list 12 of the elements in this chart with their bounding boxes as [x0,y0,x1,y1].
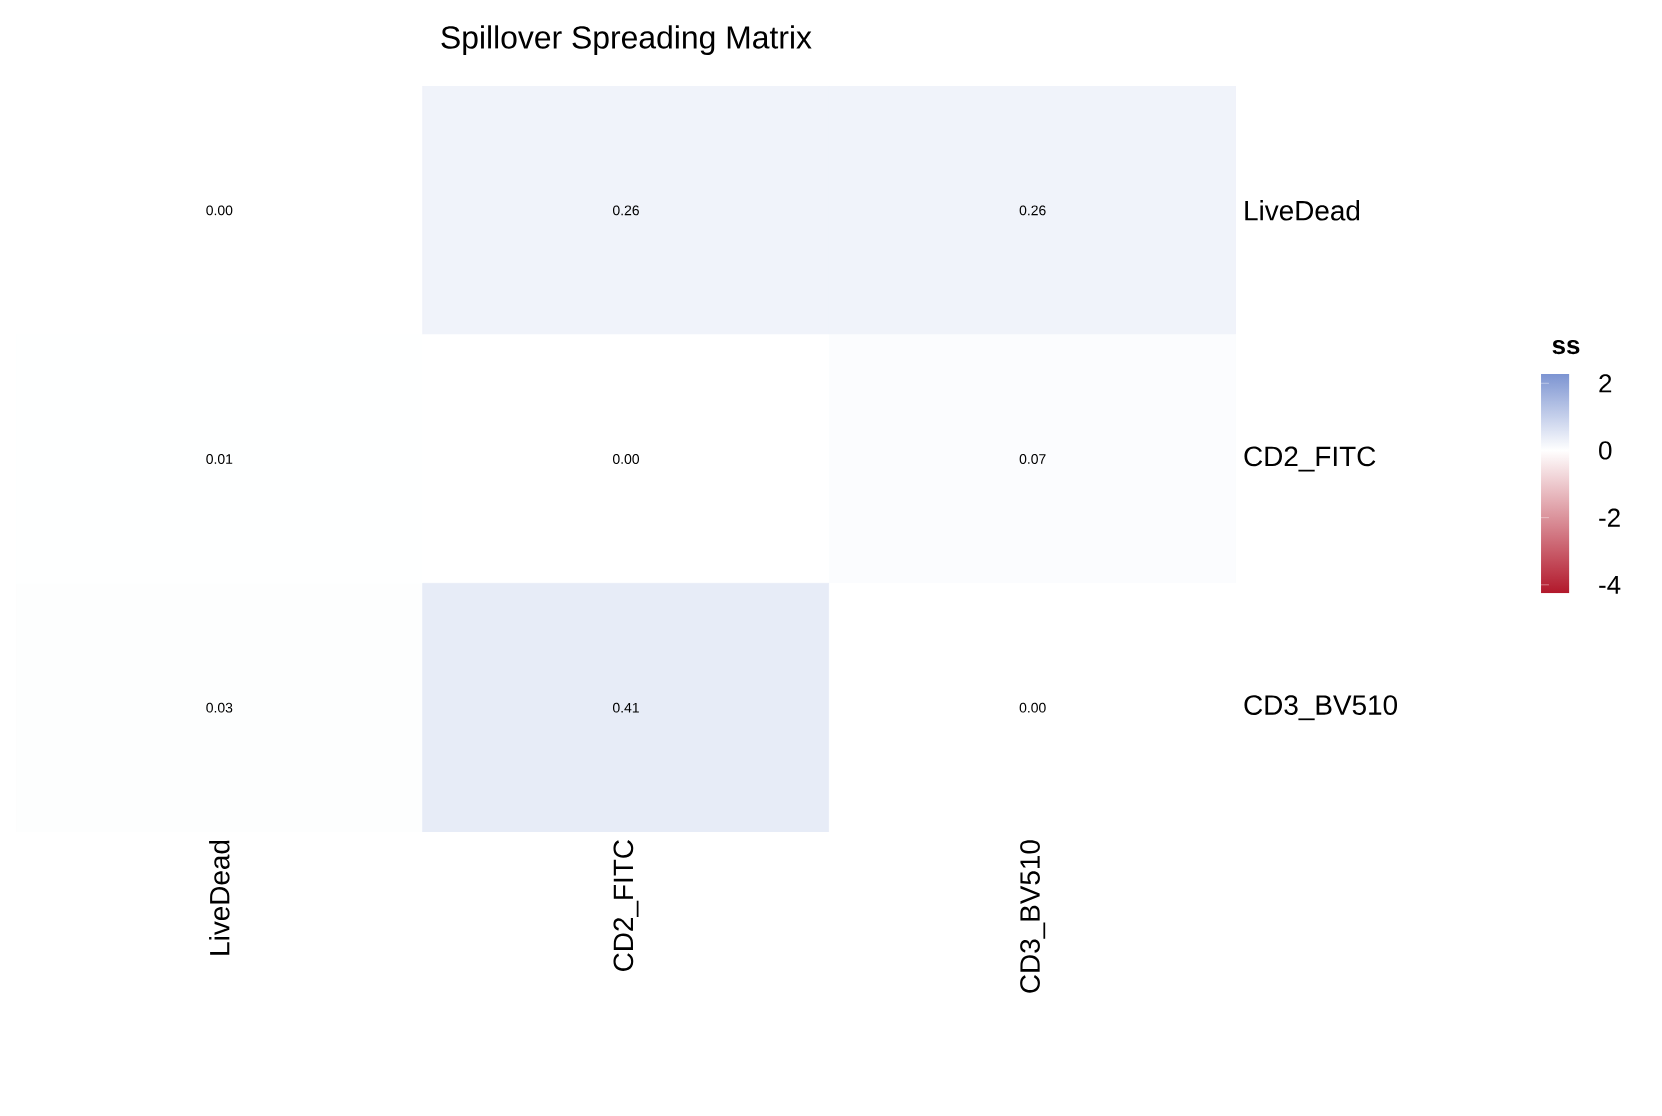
chart-title: Spillover Spreading Matrix [441,25,812,56]
x-tick-label: LiveDead [209,840,230,955]
y-tick-label: CD2_FITC [1244,446,1376,472]
x-tick-label: CD3_BV510 [1020,840,1046,993]
color-bar-label: 2 [1599,374,1612,393]
color-bar-label: -4 [1599,575,1621,594]
y-tick-label: LiveDead [1245,200,1360,221]
color-bar-label: -2 [1599,508,1620,527]
color-bar-label: 0 [1599,441,1612,460]
x-tick-label: CD2_FITC [613,840,639,971]
color-bar-title: ss [1552,340,1580,355]
y-tick-label: CD3_BV510 [1244,695,1398,721]
